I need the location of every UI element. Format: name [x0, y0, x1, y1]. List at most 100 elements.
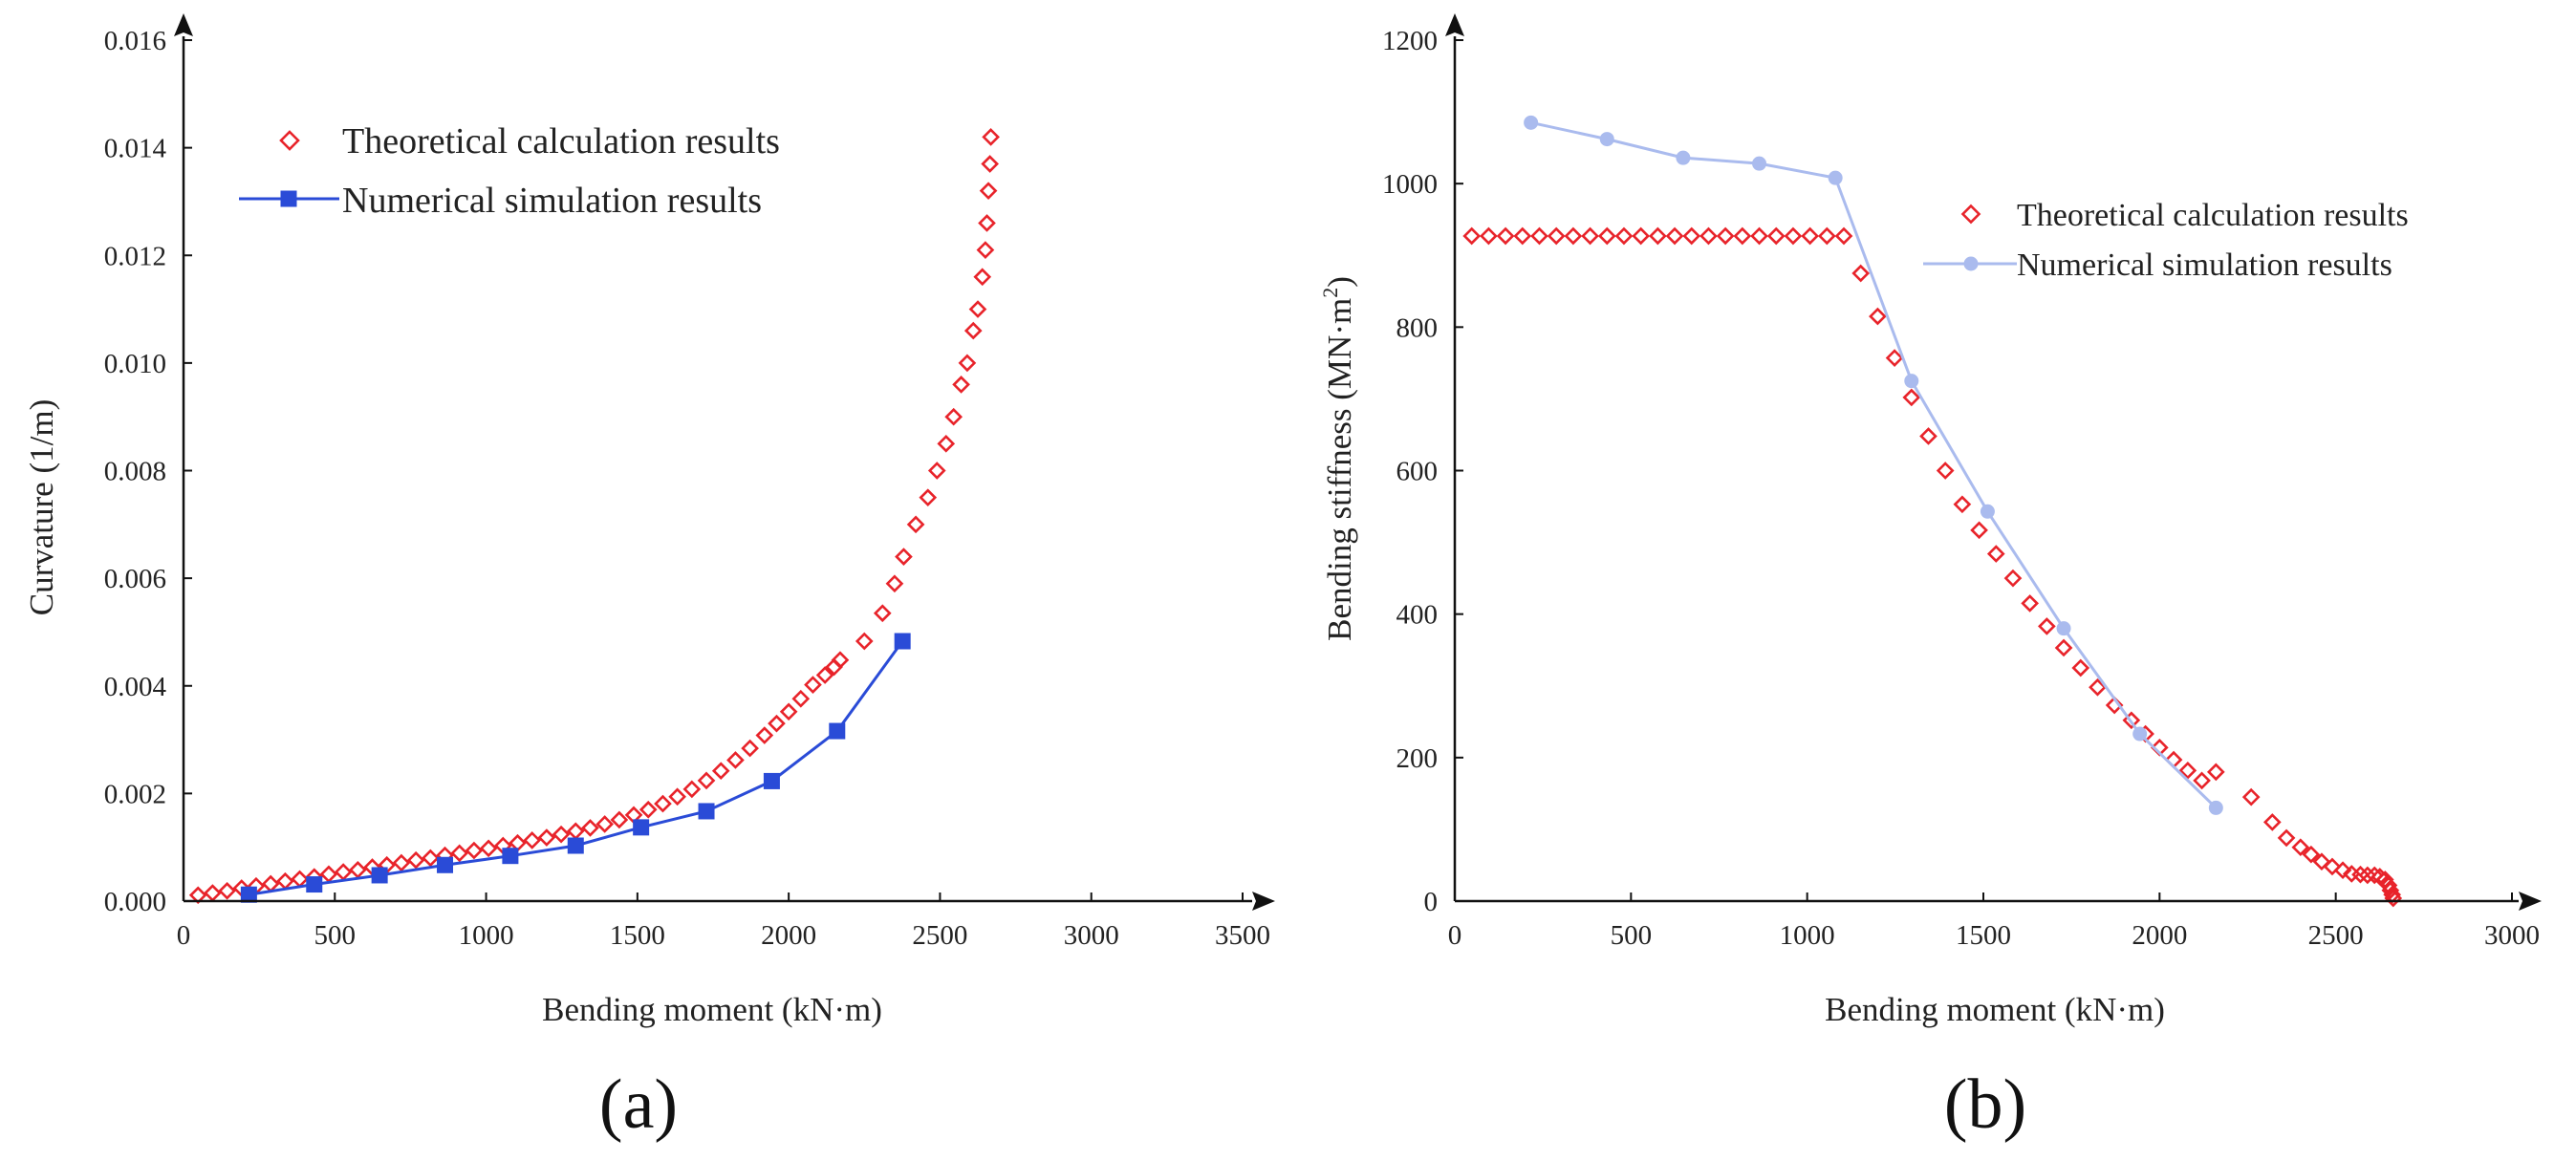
a-theory-point	[937, 435, 956, 453]
a-theory-point	[595, 815, 615, 833]
a-theory-point	[919, 488, 938, 506]
a-theory-point	[873, 604, 892, 623]
a-theory-point	[349, 861, 367, 879]
b-theory-point	[1665, 226, 1684, 246]
a-theory-point	[973, 268, 992, 287]
b-x-tick-label: 1500	[1956, 920, 2011, 951]
a-simulation-point	[240, 886, 257, 903]
a-theory-point	[537, 828, 556, 847]
b-theory-point	[1784, 226, 1803, 246]
b-legend-simulation-label: Numerical simulation results	[2017, 247, 2392, 283]
a-theory-point	[188, 886, 207, 905]
b-theory-point	[1496, 226, 1515, 246]
a-simulation-point	[371, 867, 388, 884]
b-theory-point	[2089, 677, 2107, 697]
a-theory-point	[958, 354, 977, 373]
a-y-tick-label: 0.004	[104, 672, 167, 702]
b-theory-point	[2323, 857, 2342, 876]
b-y-tick-label: 1200	[1382, 26, 1438, 56]
b-theory-point	[1851, 264, 1871, 283]
a-theory-point	[768, 714, 786, 733]
b-theory-point	[1682, 226, 1701, 246]
a-x-axis-arrow	[1252, 892, 1275, 911]
a-y-tick-label: 0.006	[104, 564, 166, 594]
a-theory-point	[755, 726, 774, 744]
b-x-tick-label: 0	[1448, 920, 1462, 951]
b-x-tick-label: 2500	[2308, 920, 2364, 951]
b-y-axis-title: Bending stiffness (MN·m2)	[1318, 276, 1358, 641]
a-simulation-point	[567, 837, 584, 854]
b-theory-point	[1530, 226, 1548, 246]
b-theory-point	[1936, 462, 1955, 480]
b-theory-point	[1649, 226, 1667, 246]
b-theory-point	[2241, 787, 2261, 806]
a-theory-point	[815, 666, 834, 684]
b-theory-point	[1834, 226, 1853, 246]
a-y-tick-label: 0.012	[104, 241, 166, 271]
b-y-axis-title-sup: 2	[1318, 288, 1342, 298]
b-simulation-point	[1599, 132, 1614, 147]
a-theory-point	[334, 863, 353, 881]
a-theory-point	[978, 214, 996, 232]
a-legend-theory-label: Theoretical calculation results	[342, 121, 780, 161]
a-x-tick-label: 1000	[459, 920, 514, 951]
a-x-tick-label: 2500	[912, 920, 967, 951]
b-theory-point	[2105, 696, 2124, 715]
b-simulation-point	[2056, 621, 2071, 636]
a-theory-point	[952, 376, 970, 394]
a-theory-point	[697, 771, 716, 790]
b-theory-point	[2054, 638, 2073, 657]
b-theory-point	[1766, 226, 1786, 246]
a-theory-point	[261, 874, 280, 893]
chart-a: 0 500 1000 1500 2000 2500 3000 3500 0.0000.0020…	[23, 13, 1275, 1144]
b-y-axis-title-main: Bending stiffness (MN·m	[1321, 298, 1358, 641]
a-x-tick-label: 2000	[761, 920, 816, 951]
b-axes	[1445, 13, 2542, 911]
a-axes	[174, 13, 1275, 911]
b-x-tick-label: 2000	[2132, 920, 2187, 951]
b-theory-point	[2038, 617, 2056, 635]
a-numerical-series	[240, 633, 911, 903]
a-simulation-point	[698, 803, 715, 820]
b-theory-point	[1716, 226, 1735, 246]
a-y-ticks: 0.000 0.002 0.004 0.006 0.008 0.010 0.012 0.014…	[104, 26, 192, 917]
a-theory-point	[204, 884, 222, 902]
a-theoretical-series	[188, 128, 1000, 905]
a-theory-point	[421, 849, 440, 868]
b-legend-theory-marker	[1960, 204, 1981, 225]
b-theory-point	[1970, 521, 1988, 540]
b-theory-point	[1902, 388, 1921, 407]
b-theory-point	[1480, 226, 1498, 246]
a-x-tick-label: 3500	[1215, 920, 1270, 951]
a-theory-point	[319, 865, 338, 884]
a-theory-point	[831, 651, 850, 670]
b-theory-point	[1632, 226, 1650, 246]
b-simulation-point	[1904, 374, 1919, 389]
a-x-tick-label: 0	[177, 920, 191, 951]
b-x-tick-label: 1000	[1780, 920, 1835, 951]
b-panel-label: (b)	[1944, 1065, 2026, 1144]
a-theory-point	[944, 407, 963, 426]
a-theory-point	[392, 853, 411, 872]
a-x-tick-label: 1500	[610, 920, 665, 951]
b-theory-point	[1597, 226, 1616, 246]
b-theory-point	[2381, 881, 2400, 900]
b-theory-point	[2302, 845, 2321, 864]
a-y-tick-label: 0.000	[104, 887, 166, 917]
b-theory-point	[2365, 866, 2384, 885]
b-legend-theory-diamond	[1960, 204, 1981, 225]
b-theory-point	[1750, 226, 1768, 246]
a-theory-point	[479, 839, 498, 858]
a-theory-point	[895, 548, 913, 566]
a-y-tick-label: 0.014	[104, 134, 167, 164]
b-x-tick-label: 3000	[2484, 920, 2540, 951]
b-simulation-point	[2132, 726, 2148, 742]
b-theory-point	[1953, 495, 1972, 514]
a-simulation-line	[249, 640, 904, 896]
a-theory-point	[639, 800, 658, 819]
b-simulation-point	[2208, 800, 2223, 815]
a-theory-point	[654, 794, 672, 813]
a-theory-point	[218, 881, 236, 900]
a-x-ticks: 0 500 1000 1500 2000 2500 3000 3500	[177, 892, 1270, 951]
b-theory-point	[1462, 226, 1482, 246]
